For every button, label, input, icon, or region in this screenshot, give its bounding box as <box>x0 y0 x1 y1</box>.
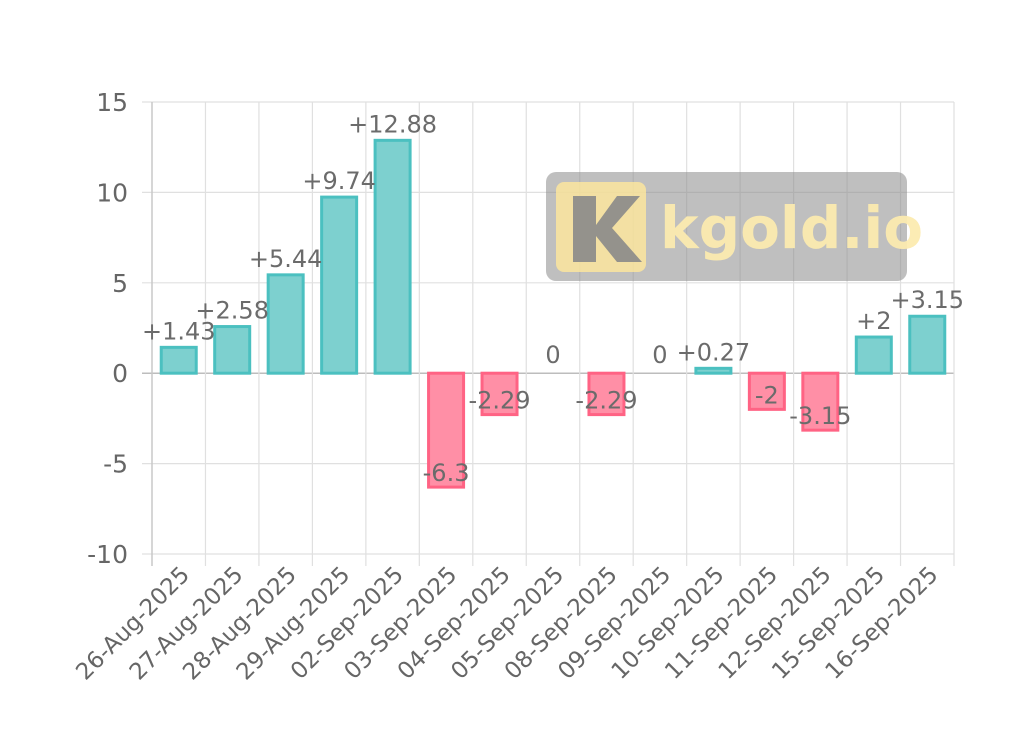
data-label: 0 <box>652 341 667 369</box>
data-label: +2.58 <box>195 297 269 325</box>
y-tick-label: -5 <box>103 450 128 479</box>
data-label: -2.29 <box>575 387 637 415</box>
y-tick-label: 10 <box>96 178 128 207</box>
bar-03-Sep-2025[interactable] <box>427 371 466 489</box>
bar-27-Aug-2025[interactable] <box>213 325 252 375</box>
data-label: -2.29 <box>468 387 530 415</box>
bar-11-Sep-2025[interactable] <box>747 371 786 411</box>
bar-29-Aug-2025[interactable] <box>320 195 359 375</box>
grid-layer <box>142 101 955 566</box>
y-tick-label: 0 <box>112 359 128 388</box>
bar-12-Sep-2025[interactable] <box>801 371 840 432</box>
bar-15-Sep-2025[interactable] <box>854 335 893 375</box>
labels-layer: +1.43+2.58 +5.44 +9.74 +12.88 -6.3 -2.29 0 -2.2… <box>142 110 964 487</box>
bar-10-Sep-2025[interactable] <box>694 366 733 375</box>
data-label: -2 <box>755 381 779 409</box>
data-label: +2 <box>856 307 891 335</box>
data-label: +0.27 <box>677 338 751 366</box>
y-tick-label: 5 <box>112 269 128 298</box>
bar-04-Sep-2025[interactable] <box>480 371 519 417</box>
data-label: -3.15 <box>789 402 851 430</box>
bar-16-Sep-2025[interactable] <box>908 314 947 375</box>
data-label: +5.44 <box>249 245 323 273</box>
watermark: kgold.io <box>546 172 923 281</box>
bar-02-Sep-2025[interactable] <box>373 138 412 375</box>
data-label: +9.74 <box>302 167 376 195</box>
kgold-logo-icon <box>556 182 646 272</box>
bar-26-Aug-2025[interactable] <box>159 345 198 375</box>
watermark-text: kgold.io <box>660 194 923 262</box>
data-label: +12.88 <box>348 110 437 138</box>
y-tick-label: -10 <box>87 540 128 569</box>
y-tick-label: 15 <box>96 88 128 117</box>
data-label: +1.43 <box>142 317 216 345</box>
data-label: -6.3 <box>423 459 470 487</box>
bars-layer <box>159 138 947 489</box>
bar-28-Aug-2025[interactable] <box>266 273 305 375</box>
data-label: +3.15 <box>890 286 964 314</box>
bar-08-Sep-2025[interactable] <box>587 371 626 417</box>
data-label: 0 <box>545 341 560 369</box>
